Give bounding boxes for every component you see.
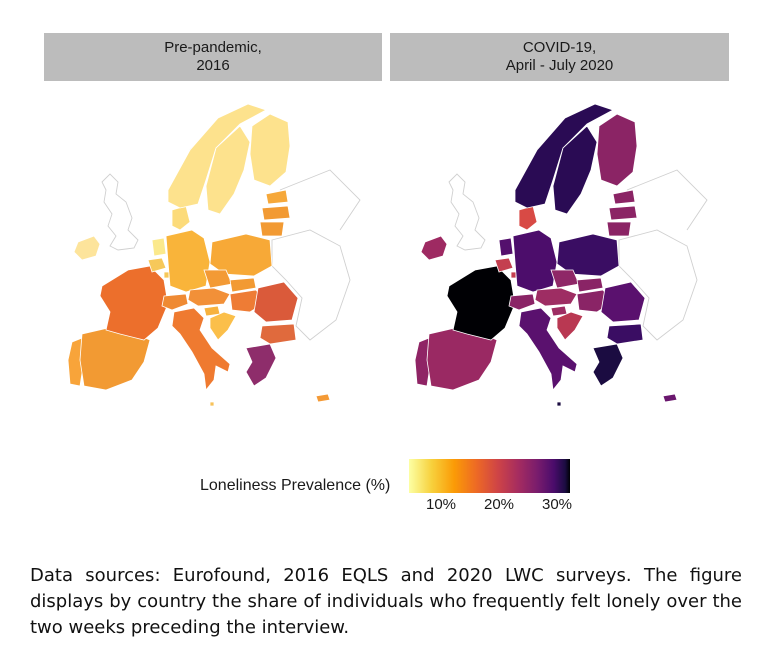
country-poland [209,233,273,277]
legend-title: Loneliness Prevalence (%) [200,477,391,494]
country-norway [514,103,615,209]
map-2016 [67,103,361,407]
country-italy [171,307,231,391]
country-latvia [608,205,638,221]
country-france [99,265,169,341]
country-poland [556,233,620,277]
country-switzerland [508,293,536,311]
figure-caption: Data sources: Eurofound, 2016 EQLS and 2… [30,565,742,638]
country-greece [245,343,277,387]
country-netherlands [498,237,514,257]
country-romania [600,281,646,323]
country-bulgaria [259,323,297,345]
country-lithuania [606,221,632,237]
panel-title-line1: COVID-19, [522,39,597,56]
country-estonia [265,189,289,205]
country-romania [253,281,299,323]
legend-tick-10: 10% [425,496,457,513]
panel-title-2016: Pre-pandemic, 2016 [44,33,382,81]
country-denmark [518,205,538,231]
country-ireland [73,235,101,261]
country-estonia [612,189,636,205]
country-belgium [494,257,514,273]
country-norway [167,103,268,209]
country-cyprus [662,393,678,403]
country-croatia [556,311,584,341]
country-germany [165,229,211,293]
legend-colorbar [409,459,570,493]
country-finland [249,113,291,187]
country-finland [596,113,638,187]
country-croatia [209,311,237,341]
legend-tick-20: 20% [483,496,515,513]
country-belgium [147,257,167,273]
country-bulgaria [606,323,644,345]
country-malta [556,401,562,407]
panel-title-line2: April - July 2020 [505,57,614,74]
country-sweden [205,125,251,215]
country-luxembourg [510,271,517,279]
country-sweden [552,125,598,215]
country-luxembourg [163,271,170,279]
country-greece [592,343,624,387]
country-uk-outline [448,173,486,251]
country-uk-outline [101,173,139,251]
country-cyprus [315,393,331,403]
legend-tick-30: 30% [541,496,573,513]
country-austria [534,287,578,307]
country-italy [518,307,578,391]
country-slovakia [229,277,257,293]
country-ireland [420,235,448,261]
country-latvia [261,205,291,221]
panel-title-line2: 2016 [196,57,230,74]
map-2020 [414,103,708,407]
country-austria [187,287,231,307]
country-malta [209,401,215,407]
panel-title-line1: Pre-pandemic, [164,39,262,56]
country-denmark [171,205,191,231]
country-slovakia [576,277,604,293]
country-germany [512,229,558,293]
country-netherlands [151,237,167,257]
country-france [446,265,516,341]
panel-title-2020: COVID-19, April - July 2020 [390,33,729,81]
country-lithuania [259,221,285,237]
country-switzerland [161,293,189,311]
